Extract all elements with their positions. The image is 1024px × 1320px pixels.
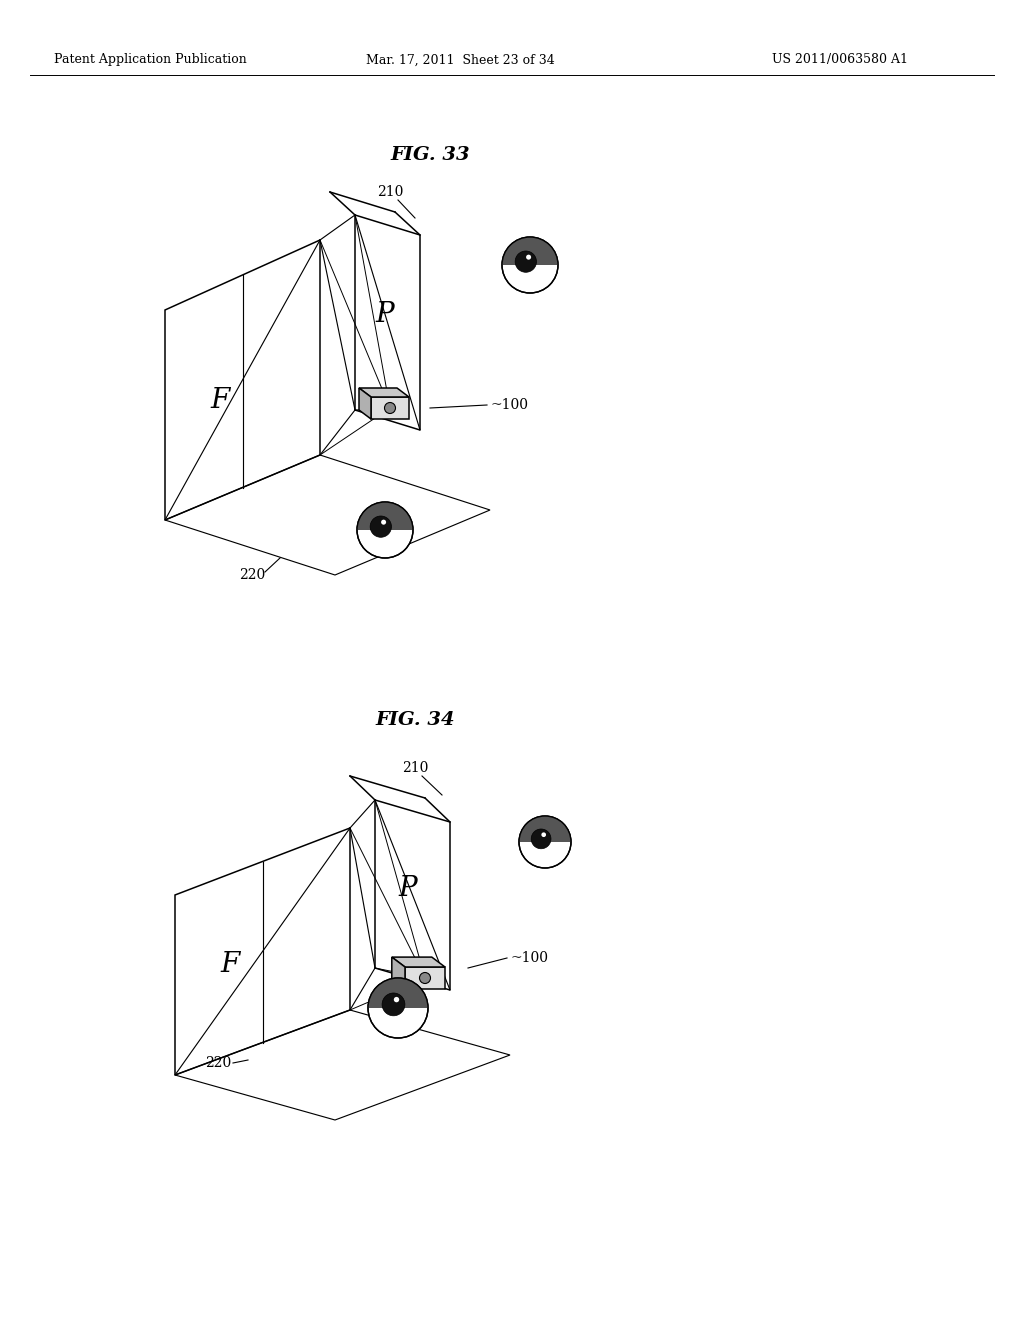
Circle shape: [531, 829, 551, 849]
Text: US 2011/0063580 A1: US 2011/0063580 A1: [772, 54, 908, 66]
Circle shape: [519, 816, 571, 869]
Polygon shape: [406, 968, 445, 989]
Text: ~100: ~100: [510, 950, 548, 965]
Text: 210: 210: [377, 185, 403, 199]
Polygon shape: [392, 957, 445, 968]
Wedge shape: [357, 502, 413, 531]
Text: 210: 210: [401, 762, 428, 775]
Wedge shape: [519, 816, 571, 842]
Text: FIG. 33: FIG. 33: [390, 147, 470, 164]
Circle shape: [370, 516, 391, 537]
Circle shape: [382, 993, 404, 1016]
Text: 220: 220: [239, 568, 265, 582]
Polygon shape: [392, 957, 406, 989]
Circle shape: [526, 255, 531, 260]
Polygon shape: [371, 397, 409, 418]
Text: 220: 220: [205, 1056, 231, 1071]
Circle shape: [394, 997, 399, 1002]
Circle shape: [420, 973, 430, 983]
Circle shape: [381, 520, 386, 524]
Text: F: F: [210, 387, 229, 413]
Text: Mar. 17, 2011  Sheet 23 of 34: Mar. 17, 2011 Sheet 23 of 34: [366, 54, 554, 66]
Text: ~100: ~100: [490, 399, 528, 412]
Circle shape: [384, 403, 395, 413]
Circle shape: [542, 833, 546, 837]
Wedge shape: [502, 238, 558, 265]
Wedge shape: [368, 978, 428, 1008]
Text: Patent Application Publication: Patent Application Publication: [53, 54, 247, 66]
Circle shape: [515, 251, 537, 272]
Text: P: P: [398, 874, 418, 902]
Text: FIG. 34: FIG. 34: [375, 711, 455, 729]
Polygon shape: [359, 388, 409, 397]
Circle shape: [357, 502, 413, 558]
Circle shape: [502, 238, 558, 293]
Text: F: F: [220, 952, 240, 978]
Text: P: P: [376, 301, 394, 329]
Polygon shape: [359, 388, 371, 418]
Circle shape: [368, 978, 428, 1038]
